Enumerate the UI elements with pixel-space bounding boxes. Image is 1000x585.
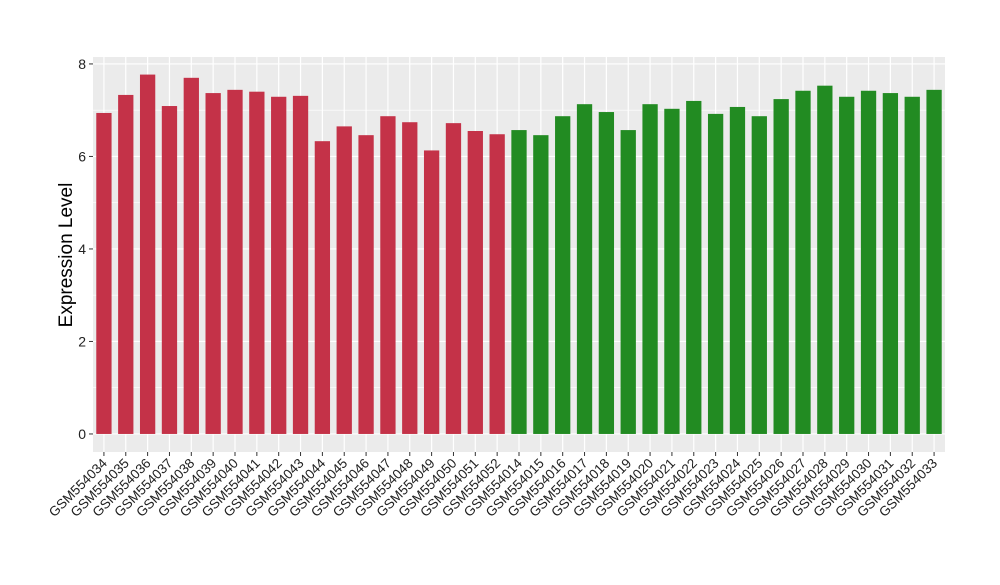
bar-GSM554045	[336, 126, 352, 434]
bar-GSM554026	[773, 99, 789, 434]
bar-GSM554014	[511, 130, 527, 434]
bar-GSM554032	[904, 96, 920, 434]
bar-GSM554042	[271, 96, 287, 434]
bar-GSM554016	[555, 116, 571, 434]
bar-GSM554021	[664, 108, 680, 434]
y-axis-title: Expression Level	[56, 183, 77, 328]
bar-GSM554047	[380, 116, 396, 434]
bar-GSM554043	[292, 95, 309, 434]
bar-GSM554033	[926, 89, 942, 434]
bar-GSM554049	[423, 150, 440, 434]
bar-GSM554031	[882, 93, 899, 434]
bar-GSM554028	[817, 85, 833, 434]
bar-GSM554034	[96, 112, 112, 434]
bar-GSM554015	[533, 135, 549, 434]
y-axis: 0 2 4 6 8	[78, 56, 93, 442]
y-tick-label: 6	[78, 148, 86, 164]
bar-GSM554038	[183, 77, 199, 434]
bar-GSM554029	[839, 96, 855, 434]
bar-GSM554030	[860, 90, 877, 434]
bar-GSM554017	[576, 104, 593, 434]
x-axis: GSM554034GSM554035GSM554036GSM554037GSM5…	[46, 452, 940, 520]
bar-GSM554041	[249, 91, 265, 434]
bar-GSM554044	[314, 141, 331, 434]
bar-GSM554025	[751, 116, 767, 434]
bar-GSM554018	[598, 112, 615, 434]
y-tick-label: 8	[78, 56, 86, 72]
bar-GSM554046	[358, 135, 374, 434]
y-tick-label: 0	[78, 426, 86, 442]
y-tick-label: 2	[78, 333, 86, 349]
bar-GSM554050	[445, 123, 462, 434]
bar-GSM554023	[707, 113, 724, 434]
bar-GSM554052	[489, 134, 505, 434]
bar-GSM554035	[118, 94, 134, 434]
bar-GSM554037	[161, 106, 178, 434]
bars	[96, 74, 942, 434]
bar-GSM554040	[227, 89, 243, 434]
y-tick-label: 4	[78, 241, 86, 257]
bar-GSM554019	[620, 130, 636, 434]
bar-GSM554022	[686, 100, 702, 434]
bar-GSM554020	[642, 104, 658, 434]
bar-GSM554051	[467, 131, 483, 434]
bar-GSM554027	[795, 90, 811, 434]
bar-GSM554039	[205, 93, 221, 434]
bar-GSM554024	[729, 106, 746, 434]
bar-GSM554048	[402, 122, 418, 434]
bar-GSM554036	[139, 74, 156, 434]
